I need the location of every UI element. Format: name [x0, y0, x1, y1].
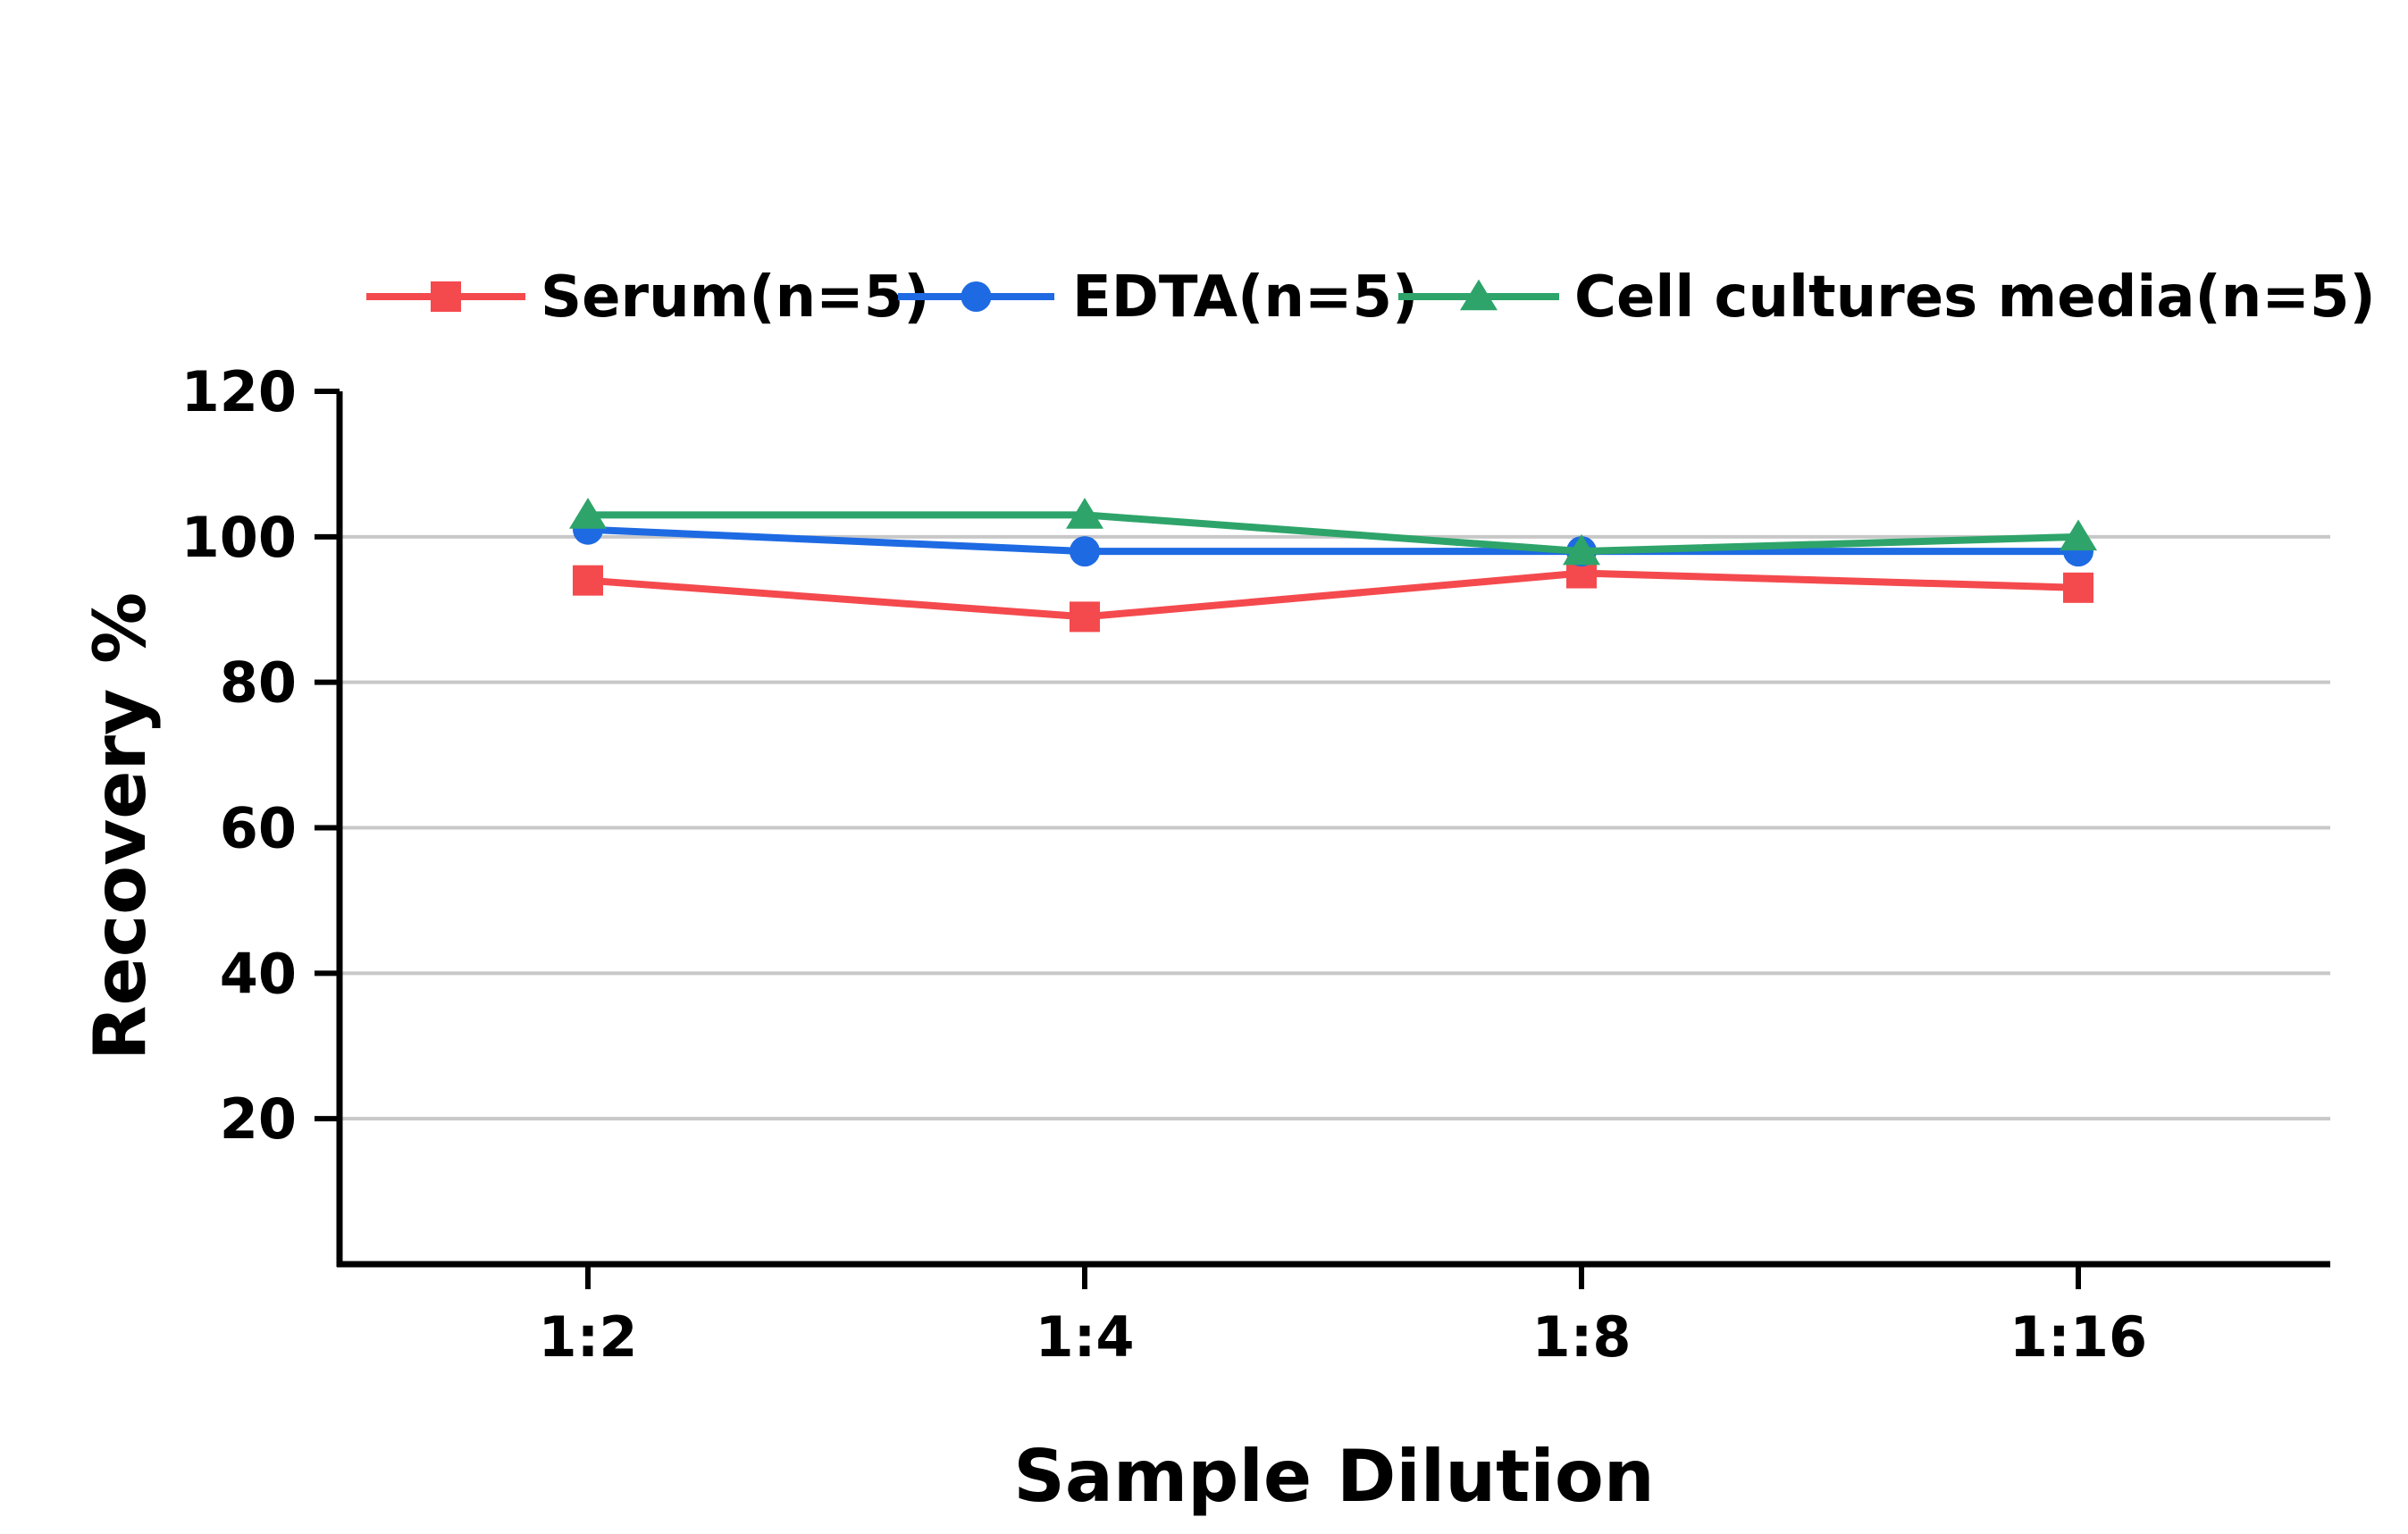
legend-label: EDTA(n=5): [1072, 264, 1418, 331]
data-point: [1563, 533, 1600, 566]
data-point: [2060, 519, 2097, 551]
series-line: [587, 569, 2079, 621]
legend-item: Cell cultures media(n=5): [1398, 264, 2376, 331]
legend-item: EDTA(n=5): [898, 264, 1418, 331]
legend-marker: [1460, 279, 1498, 311]
x-tick-label: 1:4: [1035, 1304, 1134, 1370]
legend-label: Cell cultures media(n=5): [1574, 264, 2376, 331]
data-point: [2063, 572, 2093, 603]
legend-marker: [431, 281, 461, 312]
data-point: [569, 498, 607, 529]
x-tick-label: 1:16: [2009, 1304, 2147, 1370]
y-axis-ticks: 20 40 60 80 100 120: [181, 359, 340, 1152]
x-axis-ticks: 1:2 1:4 1:8 1:16: [538, 1264, 2147, 1370]
series-triangle: [569, 498, 2097, 566]
y-tick-label: 60: [220, 796, 297, 861]
legend-label: Serum(n=5): [541, 264, 930, 331]
y-tick-label: 40: [220, 941, 297, 1006]
y-tick-label: 120: [181, 359, 297, 424]
series-line: [588, 511, 2079, 556]
legend: Serum(n=5) EDTA(n=5) Cell cultures media(n…: [366, 264, 2376, 331]
data-point: [1070, 536, 1100, 567]
x-axis-title: Sample Dilution: [1013, 1435, 1655, 1518]
legend-marker: [961, 281, 992, 312]
series-group: [569, 498, 2097, 633]
data-point: [1066, 498, 1103, 529]
series-square: [573, 557, 2093, 633]
x-tick-label: 1:8: [1531, 1304, 1631, 1370]
data-point: [1070, 601, 1100, 633]
data-point: [573, 565, 603, 596]
gridlines: [340, 534, 2330, 1121]
legend-item: Serum(n=5): [366, 264, 930, 331]
x-tick-label: 1:2: [538, 1304, 637, 1370]
y-tick-label: 100: [181, 505, 297, 570]
y-axis-title: Recovery %: [79, 592, 162, 1060]
y-tick-label: 80: [220, 650, 297, 716]
y-tick-label: 20: [220, 1086, 297, 1152]
series-line: [587, 525, 2078, 556]
